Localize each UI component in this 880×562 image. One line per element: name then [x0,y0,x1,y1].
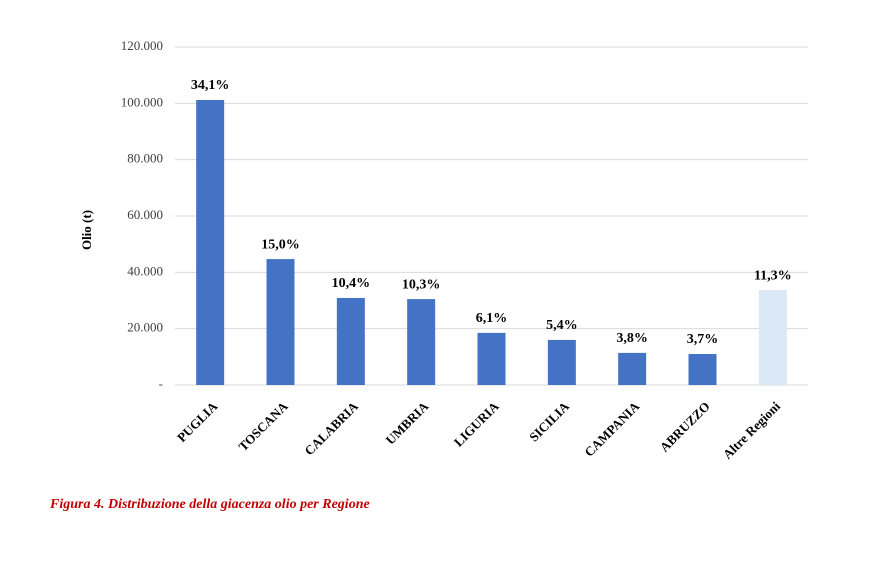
x-tick-label: SICILIA [526,398,572,444]
data-label: 3,7% [687,332,719,347]
bar [196,99,225,385]
bar [407,299,436,385]
x-tick-label: CALABRIA [301,398,361,458]
data-label: 5,4% [546,318,578,333]
bar [336,297,365,385]
x-tick-label: CAMPANIA [581,398,642,459]
bar [266,259,295,385]
data-label: 6,1% [476,311,508,326]
y-tick-label: 120.000 [121,38,163,53]
bar [688,354,717,385]
x-tick-label: UMBRIA [382,398,431,447]
data-label: 10,4% [332,276,371,291]
data-label: 3,8% [616,331,648,346]
bar [758,290,787,385]
x-tick-label: ABRUZZO [657,399,713,455]
x-tick-label: TOSCANA [235,398,291,454]
caption: Figura 4. Distribuzione della giacenza o… [49,497,370,512]
data-label: 10,3% [402,277,441,292]
data-label: 15,0% [261,237,300,252]
bar [547,339,576,385]
bar [477,332,506,385]
data-label: 11,3% [754,268,792,283]
bar [618,352,647,385]
data-label: 34,1% [191,78,230,93]
x-tick-label: PUGLIA [174,398,221,445]
y-tick-label: 80.000 [127,151,163,166]
y-tick-label: - [159,376,163,391]
y-tick-label: 60.000 [127,207,163,222]
y-tick-label: 40.000 [127,263,163,278]
y-axis-label: Olio (t) [79,210,94,250]
y-tick-label: 20.000 [127,320,163,335]
x-tick-label: Altre Regioni [720,398,784,462]
x-tick-label: LIGURIA [451,398,502,449]
y-tick-label: 100.000 [121,94,163,109]
